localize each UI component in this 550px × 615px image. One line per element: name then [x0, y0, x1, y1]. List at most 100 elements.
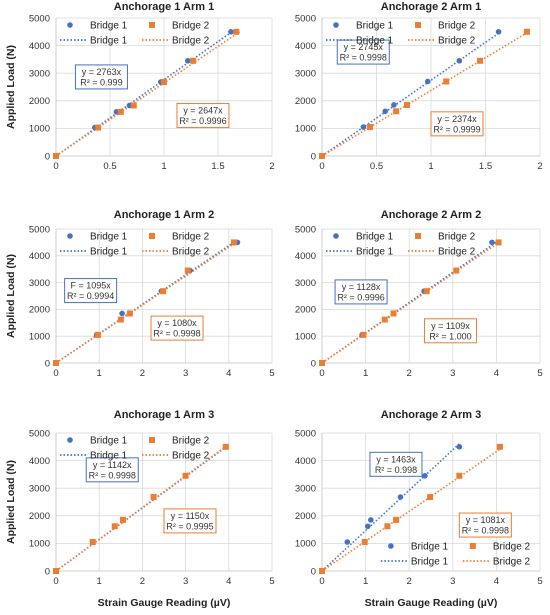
- legend-marker-bridge-2: [149, 22, 155, 28]
- chart-panel-1: Anchorage 1 Arm 1 0 1000 2000 3000 4000 5000 0 0…: [5, 1, 275, 172]
- x-tick-label: 5: [269, 368, 274, 379]
- data-point-bridge-2: [393, 108, 400, 115]
- legend-marker-bridge-1: [333, 22, 339, 28]
- x-tick-label: 5: [537, 368, 542, 379]
- trendline-2: [55, 241, 237, 364]
- data-point-bridge-2: [404, 101, 411, 108]
- y-axis-label: Applied Load (N): [5, 254, 17, 338]
- data-point-bridge-2: [319, 360, 325, 366]
- data-point-bridge-2: [161, 79, 167, 86]
- r-squared-text: R² = 0.998: [375, 465, 417, 475]
- equation-box: [85, 457, 139, 483]
- chart-title: Anchorage 1 Arm 1: [114, 1, 214, 13]
- legend-label: Bridge 2: [172, 21, 210, 32]
- data-point-bridge-2: [119, 516, 126, 523]
- data-point-bridge-2: [230, 239, 237, 246]
- equation-box: [64, 278, 118, 304]
- legend-marker-bridge-2: [149, 233, 155, 239]
- y-tick-label: 4000: [29, 251, 50, 262]
- legend-label: Bridge 1: [90, 247, 128, 258]
- legend-label: Bridge 1: [90, 436, 128, 447]
- data-point-bridge-1: [364, 523, 371, 530]
- data-point-bridge-1: [391, 102, 397, 108]
- chart-title: Anchorage 1 Arm 3: [114, 409, 214, 421]
- legend-label: Bridge 1: [411, 542, 449, 553]
- legend-label: Bridge 1: [90, 451, 128, 462]
- data-point-bridge-2: [360, 331, 367, 338]
- data-point-bridge-2: [381, 316, 388, 323]
- y-tick-label: 2000: [29, 511, 50, 522]
- equation-text: y = 2763x: [82, 67, 122, 77]
- equation-box: [430, 111, 484, 137]
- y-tick-label: 5000: [29, 224, 50, 235]
- data-point-bridge-2: [495, 239, 502, 246]
- r-squared-text: R² = 0.999: [80, 77, 122, 87]
- y-tick-label: 0: [45, 151, 50, 162]
- y-tick-label: 1000: [295, 539, 316, 550]
- data-point-bridge-2: [89, 539, 96, 546]
- r-squared-text: R² = 0.9998: [89, 470, 136, 480]
- y-tick-label: 3000: [295, 278, 316, 289]
- trendline-1: [321, 31, 502, 157]
- r-squared-text: R² = 0.9999: [433, 124, 480, 134]
- x-tick-label: 4: [226, 576, 231, 587]
- data-point-bridge-2: [160, 288, 167, 295]
- equation-text: y = 1128x: [342, 282, 381, 292]
- data-point-bridge-2: [319, 568, 325, 574]
- x-tick-label: 5: [269, 576, 274, 587]
- data-point-bridge-1: [119, 310, 125, 317]
- data-point-bridge-2: [95, 124, 102, 131]
- r-squared-text: R² = 0.9996: [179, 116, 226, 126]
- r-squared-text: R² = 0.9995: [166, 521, 213, 531]
- x-axis-label: Strain Gauge Reading (µV): [365, 597, 498, 609]
- data-point-bridge-2: [523, 28, 530, 35]
- y-tick-label: 1000: [295, 124, 316, 135]
- data-point-bridge-1: [228, 29, 234, 35]
- x-tick-label: 1: [363, 576, 368, 587]
- x-tick-label: 3: [450, 576, 455, 587]
- y-tick-label: 4000: [295, 41, 316, 52]
- y-tick-label: 4000: [295, 456, 316, 467]
- x-tick-label: 0: [53, 368, 58, 379]
- y-tick-label: 0: [311, 566, 316, 577]
- legend-label: Bridge 2: [172, 232, 210, 243]
- data-point-bridge-1: [382, 108, 389, 115]
- legend-label: Bridge 1: [356, 36, 394, 47]
- legend-marker-bridge-2: [469, 543, 476, 549]
- equation-box: [163, 508, 217, 534]
- y-tick-label: 3000: [29, 484, 50, 495]
- trendline-2: [321, 31, 530, 157]
- data-point-bridge-2: [184, 267, 191, 274]
- y-tick-label: 5000: [29, 13, 50, 24]
- x-tick-label: 3: [183, 368, 188, 379]
- trendline-2: [55, 445, 227, 572]
- equation-text: y = 1142x: [93, 460, 132, 470]
- r-squared-text: R² = 0.9998: [462, 526, 509, 536]
- equation-box: [336, 39, 390, 65]
- legend-label: Bridge 2: [493, 557, 531, 568]
- data-point-bridge-2: [182, 472, 189, 479]
- y-tick-label: 2000: [295, 305, 316, 316]
- chart-title: Anchorage 2 Arm 3: [381, 409, 481, 421]
- data-point-bridge-1: [397, 494, 404, 500]
- data-point-bridge-1: [456, 444, 463, 450]
- x-tick-label: 1.5: [211, 161, 224, 172]
- x-tick-label: 2: [140, 576, 145, 587]
- data-point-bridge-2: [384, 523, 391, 530]
- trendline-2: [321, 241, 500, 364]
- x-tick-label: 4: [494, 368, 499, 379]
- data-point-bridge-2: [443, 78, 450, 85]
- y-axis-label: Applied Load (N): [5, 460, 17, 544]
- equation-box: [369, 451, 423, 477]
- legend: Bridge 1 Bridge 1 Bridge 2 Bridge 2: [326, 21, 476, 47]
- equation-box: [423, 318, 477, 344]
- legend-label: Bridge 2: [438, 247, 476, 258]
- x-tick-label: 0: [53, 576, 58, 587]
- x-tick-label: 0: [319, 576, 324, 587]
- r-squared-text: R² = 0.9994: [67, 291, 114, 301]
- equation-box: [458, 512, 512, 538]
- data-point-bridge-2: [130, 102, 137, 109]
- x-tick-label: 4: [494, 576, 499, 587]
- r-squared-text: R² = 0.9996: [337, 292, 384, 302]
- y-tick-label: 3000: [295, 69, 316, 80]
